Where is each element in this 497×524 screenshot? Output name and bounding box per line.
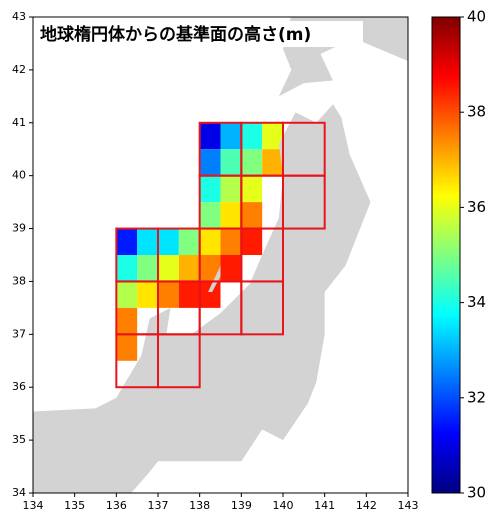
colorbar-tick-label: 38: [467, 103, 486, 121]
heat-cell: [116, 307, 138, 335]
x-tick-label: 141: [314, 499, 335, 512]
x-tick-label: 134: [23, 499, 44, 512]
y-tick-label: 38: [12, 274, 26, 287]
heat-cell: [116, 228, 138, 255]
y-tick-label: 40: [12, 169, 26, 182]
heat-cell: [199, 202, 221, 229]
heat-cell: [220, 175, 242, 203]
x-tick-label: 142: [356, 499, 377, 512]
y-tick-label: 35: [12, 433, 26, 446]
land-honshu: [33, 104, 371, 493]
tile-outline: [157, 333, 201, 389]
heat-cell: [199, 175, 221, 203]
land-hokkaido: [278, 17, 408, 97]
colorbar-tick-label: 34: [467, 293, 486, 311]
land-sado: [208, 265, 221, 293]
heat-cell: [158, 228, 179, 255]
heat-cell: [158, 281, 179, 308]
y-tick-label: 42: [12, 63, 26, 76]
heat-cell: [137, 281, 158, 308]
heat-cell: [137, 228, 158, 255]
colorbar-tick-label: 40: [467, 8, 486, 26]
heat-cell: [220, 149, 242, 176]
heat-cell: [199, 228, 221, 255]
x-tick-label: 136: [106, 499, 127, 512]
x-tick-label: 140: [273, 499, 294, 512]
heat-cell: [158, 255, 179, 282]
y-tick-label: 36: [12, 380, 26, 393]
heat-cell: [199, 281, 221, 308]
x-tick-label: 139: [231, 499, 252, 512]
heat-cell: [178, 281, 200, 308]
heat-cell: [199, 149, 221, 176]
x-tick-label: 138: [189, 499, 210, 512]
heat-cell: [116, 255, 138, 282]
heat-cell: [178, 228, 200, 255]
heat-cell: [262, 149, 283, 176]
heat-layer: [116, 122, 283, 361]
heat-cell: [116, 281, 138, 308]
heat-cell: [199, 255, 221, 282]
heat-cell: [241, 202, 263, 229]
chart-title: 地球楕円体からの基準面の高さ(m): [40, 24, 311, 45]
plot-frame: [32, 16, 409, 494]
x-tick-label: 137: [148, 499, 169, 512]
heat-cell: [262, 122, 283, 150]
heat-cell: [241, 149, 263, 176]
y-tick-label: 39: [12, 222, 26, 235]
heat-cell: [220, 255, 242, 282]
heat-cell: [220, 202, 242, 229]
tile-layer: [115, 121, 326, 389]
heat-cell: [178, 255, 200, 282]
colorbar: [431, 16, 461, 494]
title-box: [38, 21, 363, 47]
y-tick-label: 37: [12, 327, 26, 340]
heat-cell: [137, 255, 158, 282]
tile-outline: [282, 174, 326, 230]
heat-cell: [220, 122, 242, 150]
y-tick-label: 34: [12, 486, 26, 499]
heat-cell: [241, 122, 263, 150]
heat-cell: [199, 122, 221, 150]
y-tick-label: 41: [12, 116, 26, 129]
x-tick-label: 135: [64, 499, 85, 512]
heat-cell: [220, 228, 242, 255]
y-tick-label: 43: [12, 10, 26, 23]
colorbar-tick-label: 36: [467, 198, 486, 216]
tile-outline: [240, 280, 284, 336]
x-tick-label: 143: [398, 499, 419, 512]
colorbar-tick-label: 32: [467, 388, 486, 406]
heat-cell: [241, 175, 263, 203]
heat-cell: [116, 334, 138, 361]
heat-cell: [241, 228, 263, 255]
colorbar-tick-label: 30: [467, 484, 486, 502]
